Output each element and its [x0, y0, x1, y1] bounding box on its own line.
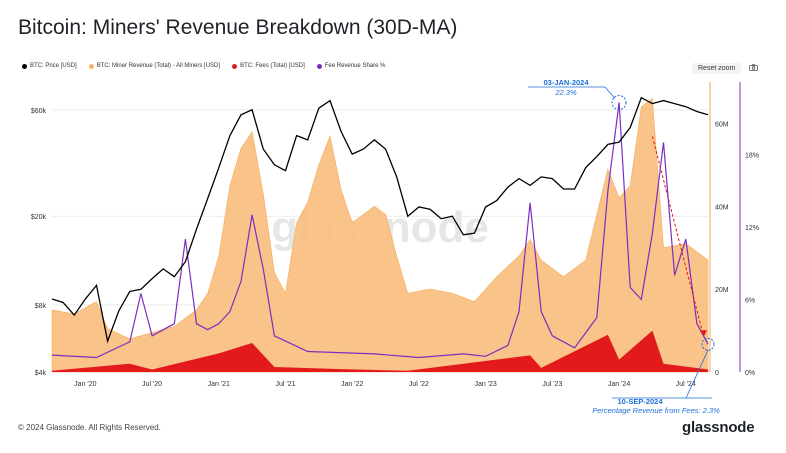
y-tick-left: $20k: [31, 214, 47, 221]
annotation-circle-bottom: [701, 337, 715, 351]
x-tick: Jul '22: [409, 381, 429, 388]
annotation-leader-bottom: [685, 350, 709, 399]
legend-item-fee-share[interactable]: Fee Revenue Share %: [316, 63, 386, 69]
legend-dot-icon: [22, 63, 27, 69]
legend-item-fees[interactable]: BTC: Fees (Total) [USD]: [232, 63, 305, 69]
y-tick-share: 0%: [745, 370, 755, 377]
legend-label: BTC: Price [USD]: [30, 63, 77, 69]
annotation-text-bottom: Percentage Revenue from Fees: 2.3%: [592, 406, 720, 415]
annotation-circle-top: [611, 95, 627, 111]
x-tick: Jan '22: [341, 381, 363, 388]
copyright-text: © 2024 Glassnode. All Rights Reserved.: [18, 423, 161, 432]
series-fees-area: [52, 330, 708, 372]
x-tick: Jul '20: [142, 381, 162, 388]
x-tick: Jan '23: [474, 381, 496, 388]
legend-label: BTC: Fees (Total) [USD]: [240, 63, 305, 69]
y-tick-share: 18%: [745, 153, 759, 160]
legend-item-price[interactable]: BTC: Price [USD]: [22, 63, 77, 69]
x-tick: Jul '23: [542, 381, 562, 388]
y-tick-revenue: 60M: [715, 121, 729, 128]
trend-arrow-head-icon: [700, 330, 707, 337]
camera-icon[interactable]: [749, 64, 758, 71]
x-tick: Jan '20: [74, 381, 96, 388]
y-tick-revenue: 0: [715, 370, 719, 377]
x-tick: Jan '21: [208, 381, 230, 388]
y-tick-share: 12%: [745, 225, 759, 232]
legend-dot-icon: [232, 63, 238, 69]
page-title: Bitcoin: Miners' Revenue Breakdown (30D-…: [18, 16, 458, 39]
annotation-date-top: 03-JAN-2024: [543, 78, 589, 87]
annotation-leader-top: [604, 86, 616, 99]
chart-legend: BTC: Price [USD] BTC: Miner Revenue (Tot…: [22, 63, 385, 69]
legend-label: BTC: Miner Revenue (Total) - All Miners …: [96, 63, 221, 69]
reset-zoom-button[interactable]: Reset zoom: [692, 63, 742, 74]
y-tick-left: $4k: [35, 370, 47, 377]
y-tick-revenue: 40M: [715, 204, 729, 211]
y-tick-left: $60k: [31, 108, 47, 115]
x-tick: Jan '24: [608, 381, 630, 388]
series-fee-share-line: [51, 102, 709, 359]
y-tick-left: $8k: [35, 303, 47, 310]
trend-arrow: [651, 136, 704, 335]
x-tick: Jul '24: [676, 381, 696, 388]
legend-dot-icon: [316, 63, 322, 69]
annotation-value-top: 22.3%: [554, 88, 577, 97]
brand-logo: glassnode: [682, 419, 755, 436]
legend-dot-icon: [88, 63, 94, 69]
x-tick: Jul '21: [275, 381, 295, 388]
y-tick-share: 6%: [745, 298, 755, 305]
y-tick-revenue: 20M: [715, 287, 729, 294]
annotation-date-bottom: 10-SEP-2024: [617, 397, 663, 406]
legend-item-miner-revenue[interactable]: BTC: Miner Revenue (Total) - All Miners …: [88, 63, 221, 69]
series-price-line: [51, 96, 709, 344]
legend-label: Fee Revenue Share %: [324, 63, 386, 69]
